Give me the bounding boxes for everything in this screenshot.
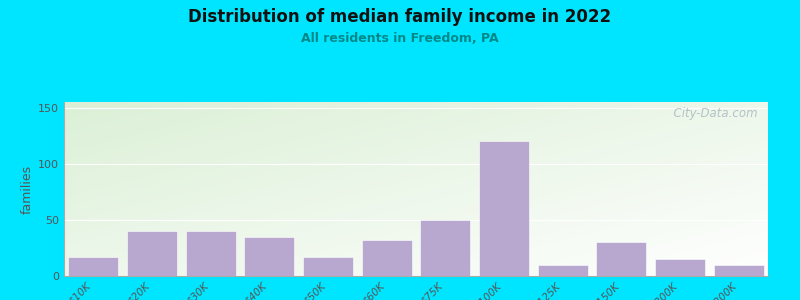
Bar (69, 257, 118, 276)
Bar (596, 242, 646, 276)
Bar (127, 231, 177, 276)
Text: All residents in Freedom, PA: All residents in Freedom, PA (301, 32, 499, 44)
Text: City-Data.com: City-Data.com (666, 107, 758, 120)
Bar (655, 259, 705, 276)
Text: Distribution of median family income in 2022: Distribution of median family income in … (189, 8, 611, 26)
Bar (538, 265, 587, 276)
Bar (479, 141, 529, 276)
Bar (186, 231, 235, 276)
Bar (714, 265, 763, 276)
Bar (303, 257, 353, 276)
Bar (245, 237, 294, 276)
Y-axis label: families: families (21, 164, 34, 214)
Bar (362, 240, 411, 276)
Bar (421, 220, 470, 276)
